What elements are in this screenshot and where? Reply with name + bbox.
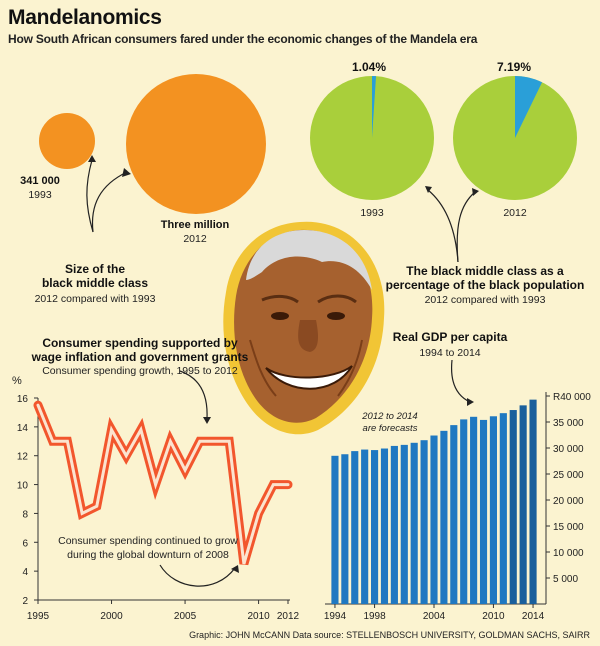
gdp-x-tick-label: 2014 (522, 611, 545, 622)
pie-2012-label: 7.19% (497, 60, 532, 74)
spending-y-tick-label: 14 (17, 423, 29, 434)
spending-y-tick-label: 8 (22, 509, 28, 520)
gdp-bar-2014 (529, 399, 537, 604)
gdp-bar-2004 (430, 435, 438, 604)
spending-note: Consumer spending growth, 1995 to 2012 (42, 365, 238, 377)
gdp-x-tick-label: 1998 (363, 611, 386, 622)
pie-1993-label: 1.04% (352, 60, 387, 74)
bubble-2012-year: 2012 (183, 233, 207, 245)
arrow-size-right (91, 171, 128, 233)
spending-y-tick-label: 16 (17, 394, 29, 405)
gdp-bar-2010 (489, 416, 497, 604)
gdp-y-tick-label: 30 000 (553, 444, 584, 455)
forecast-note-line1: 2012 to 2014 (362, 411, 418, 422)
gdp-bar-2002 (410, 442, 418, 604)
gdp-x-tick-label: 2004 (423, 611, 446, 622)
spending-y-unit: % (12, 375, 22, 387)
arrow-downturn (159, 564, 236, 587)
gdp-bar-2001 (400, 444, 408, 604)
downturn-annotation-line2: during the global downturn of 2008 (67, 549, 229, 561)
arrow-pct-right (456, 191, 476, 263)
gdp-bar-2006 (450, 425, 458, 604)
gdp-bar-2000 (390, 445, 398, 604)
gdp-bar-2008 (470, 416, 478, 604)
spending-y-tick-label: 2 (22, 596, 28, 607)
pie-2012-year: 2012 (503, 207, 527, 219)
gdp-bar-1999 (380, 448, 389, 604)
gdp-bar-2009 (479, 419, 488, 604)
spending-x-tick-label: 2005 (174, 611, 197, 622)
gdp-y-tick-label: 35 000 (553, 418, 584, 429)
gdp-bar-1997 (361, 449, 369, 604)
spending-x-tick-label: 2012 (277, 611, 300, 622)
pie-2012-share-slice (515, 76, 543, 138)
gdp-bar-2003 (420, 440, 428, 604)
gdp-bar-1994 (331, 455, 339, 604)
gdp-x-tick-label: 1994 (324, 611, 347, 622)
spending-series-line (36, 403, 290, 565)
gdp-bar-chart: 5 000 10 000 15 000 20 000 25 000 30 000 35 00… (324, 392, 591, 622)
bubble-1993-year: 1993 (28, 189, 52, 201)
spending-line-chart: % 2 4 6 8 10 12 14 16 1995 2000 2005 2010 2012 (12, 375, 300, 622)
bubble-2012-value: Three million (160, 219, 230, 231)
page-subtitle: How South African consumers fared under … (8, 32, 478, 46)
gdp-y-tick-label: 10 000 (553, 548, 584, 559)
pct-heading-line2: percentage of the black population (385, 278, 585, 292)
spending-y-tick-label: 10 (17, 481, 29, 492)
pct-heading-line1: The black middle class as a (406, 264, 564, 278)
gdp-bar-2013 (519, 405, 527, 604)
annotation-arrows (86, 159, 476, 587)
gdp-bar-1996 (351, 451, 359, 604)
spending-y-tick-label: 6 (22, 538, 28, 549)
bubble-1993-value: 341 000 (20, 175, 60, 187)
forecast-note-line2: are forecasts (362, 423, 418, 434)
arrow-gdp (450, 359, 471, 403)
gdp-bar-2011 (499, 413, 507, 604)
spending-y-tick-label: 12 (17, 452, 29, 463)
gdp-bar-2012 (509, 410, 517, 604)
spending-y-tick-label: 4 (22, 567, 28, 578)
gdp-note: 1994 to 2014 (419, 347, 481, 359)
gdp-bar-2007 (460, 419, 468, 604)
size-note: 2012 compared with 1993 (34, 293, 156, 305)
pie-2012 (453, 76, 577, 200)
gdp-y-tick-label: 20 000 (553, 496, 584, 507)
spending-x-tick-label: 2000 (100, 611, 123, 622)
gdp-heading: Real GDP per capita (392, 330, 508, 344)
downturn-annotation-line1: Consumer spending continued to grow (58, 535, 238, 547)
gdp-bar-1998 (371, 450, 379, 604)
gdp-bar-2005 (440, 430, 448, 604)
mandela-portrait (223, 221, 385, 435)
spending-x-tick-label: 1995 (27, 611, 50, 622)
arrow-size-left (86, 159, 94, 233)
gdp-y-tick-label: R40 000 (553, 392, 591, 403)
arrow-pct-left (427, 189, 459, 263)
pie-1993-year: 1993 (360, 207, 384, 219)
gdp-x-tick-label: 2010 (482, 611, 505, 622)
spending-heading-line2: wage inflation and government grants (31, 350, 249, 364)
gdp-y-tick-label: 5 000 (553, 574, 578, 585)
pie-1993 (310, 76, 434, 200)
credit-line: Graphic: JOHN McCANN Data source: STELLE… (189, 630, 590, 640)
page-title: Mandelanomics (8, 6, 162, 29)
pct-note: 2012 compared with 1993 (424, 294, 546, 306)
size-heading-line1: Size of the (64, 262, 125, 276)
spending-x-tick-label: 2010 (247, 611, 270, 622)
gdp-bar-1995 (341, 454, 349, 604)
arrow-heads (88, 155, 479, 573)
gdp-y-tick-label: 15 000 (553, 522, 584, 533)
size-heading-line2: black middle class (41, 276, 149, 290)
spending-heading-line1: Consumer spending supported by (42, 336, 238, 350)
bubble-2012 (126, 74, 266, 214)
arrow-spending (179, 370, 208, 419)
gdp-y-tick-label: 25 000 (553, 470, 584, 481)
bubble-1993 (39, 113, 95, 169)
pie-1993-share-slice (372, 76, 377, 138)
